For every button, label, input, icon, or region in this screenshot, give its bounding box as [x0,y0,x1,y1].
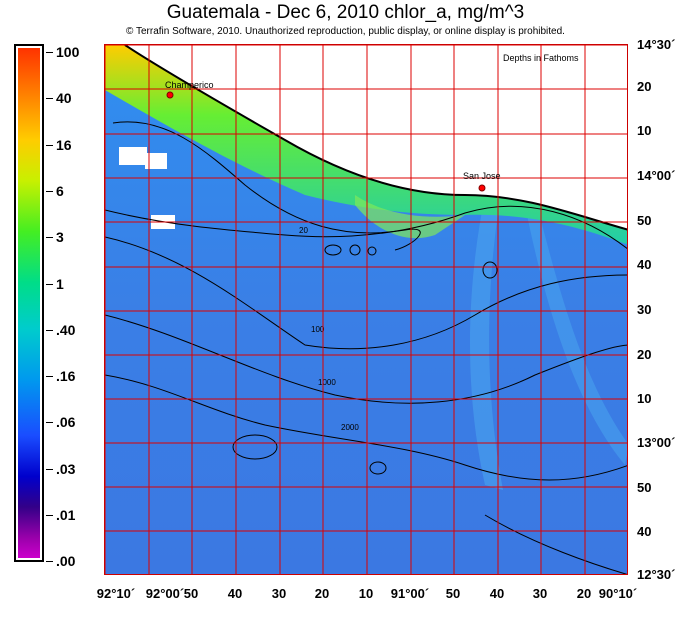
lon-label: 30 [532,586,548,601]
contour-label-100: 100 [311,325,325,334]
place-label-champerico: Champerico [165,80,214,90]
seamount-contour [367,246,377,256]
place-marker-champerico[interactable] [166,91,174,99]
lon-label: 50 [183,586,199,601]
scale-label-006: .06 [45,414,76,430]
lon-label: 92°00´ [145,586,185,601]
lat-label: 40 [637,257,652,272]
lon-label: 20 [576,586,592,601]
copyright-notice: © Terrafin Software, 2010. Unauthorized … [126,26,565,37]
lon-label: 10 [358,586,374,601]
depth-legend: Depths in Fathoms [503,53,579,63]
lat-label: 13°00´ [637,435,676,450]
color-scale-gradient [18,48,40,558]
place-marker-san-jose[interactable] [478,184,486,192]
lon-label: 92°10´ [96,586,136,601]
place-label-san-jose: San Jose [463,171,501,181]
lon-label: 90°10´ [598,586,638,601]
lat-label: 14°00´ [637,168,676,183]
scale-label-6: 6 [46,183,64,199]
scale-label-000: .00 [45,553,76,569]
scale-label-16: 16 [46,137,72,153]
contour-100 [105,236,627,350]
contour-20 [112,121,421,251]
contour-20b [105,205,627,250]
scale-label-001: .01 [45,507,76,523]
color-scale-bar [14,44,44,562]
lon-label: 20 [314,586,330,601]
lon-label: 91°00´ [390,586,430,601]
lat-label: 10 [637,123,652,138]
lat-label: 30 [637,302,652,317]
scale-label-100: 100 [45,44,80,60]
scale-label-003: .03 [45,461,76,477]
map-title: Guatemala - Dec 6, 2010 chlor_a, mg/m^3 [166,2,525,23]
seamount-contour [232,434,278,460]
lat-label: 50 [637,213,652,228]
lat-label: 20 [637,79,652,94]
scale-label-016: .16 [45,368,76,384]
lon-label: 40 [227,586,243,601]
lat-label: 20 [637,347,652,362]
contour-2000b [484,514,627,574]
seamount-contour [369,461,387,475]
cloud-patch [119,147,147,165]
plume-band [525,205,627,465]
contour-1000 [105,314,627,404]
seamount-contour [324,244,342,256]
lat-label: 40 [637,524,652,539]
seamount-contour [482,261,498,279]
scale-label-3: 3 [46,229,64,245]
lat-label: 50 [637,480,652,495]
scale-label-1: 1 [46,276,64,292]
lon-label: 30 [271,586,287,601]
lat-lon-grid [105,45,627,574]
contour-label-20: 20 [299,226,308,235]
coastline [124,45,627,231]
cloud-patch [145,153,167,169]
seamount-contour [349,244,361,256]
lat-label: 14°30´ [637,37,676,52]
scale-label-040: .40 [45,322,76,338]
map-svg: 20 100 1000 2000 Champerico San Jose Dep… [105,45,627,574]
lat-label: 12°30´ [637,567,676,582]
coastal-chlorophyll-band [355,195,465,239]
lon-label: 50 [445,586,461,601]
lon-label: 40 [489,586,505,601]
lat-label: 10 [637,391,652,406]
scale-label-40: 40 [46,90,72,106]
chlorophyll-map[interactable]: 20 100 1000 2000 Champerico San Jose Dep… [104,44,628,575]
plume-band [470,195,503,490]
contour-label-1000: 1000 [318,378,336,387]
contour-label-2000: 2000 [341,423,359,432]
